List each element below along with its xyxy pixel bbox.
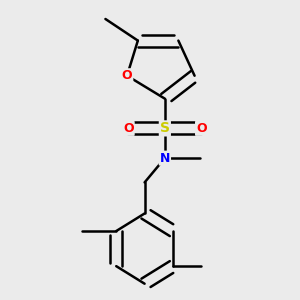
Text: N: N	[160, 152, 170, 165]
Text: O: O	[196, 122, 207, 135]
Text: O: O	[123, 122, 134, 135]
Text: S: S	[160, 122, 170, 135]
Text: O: O	[122, 69, 132, 82]
